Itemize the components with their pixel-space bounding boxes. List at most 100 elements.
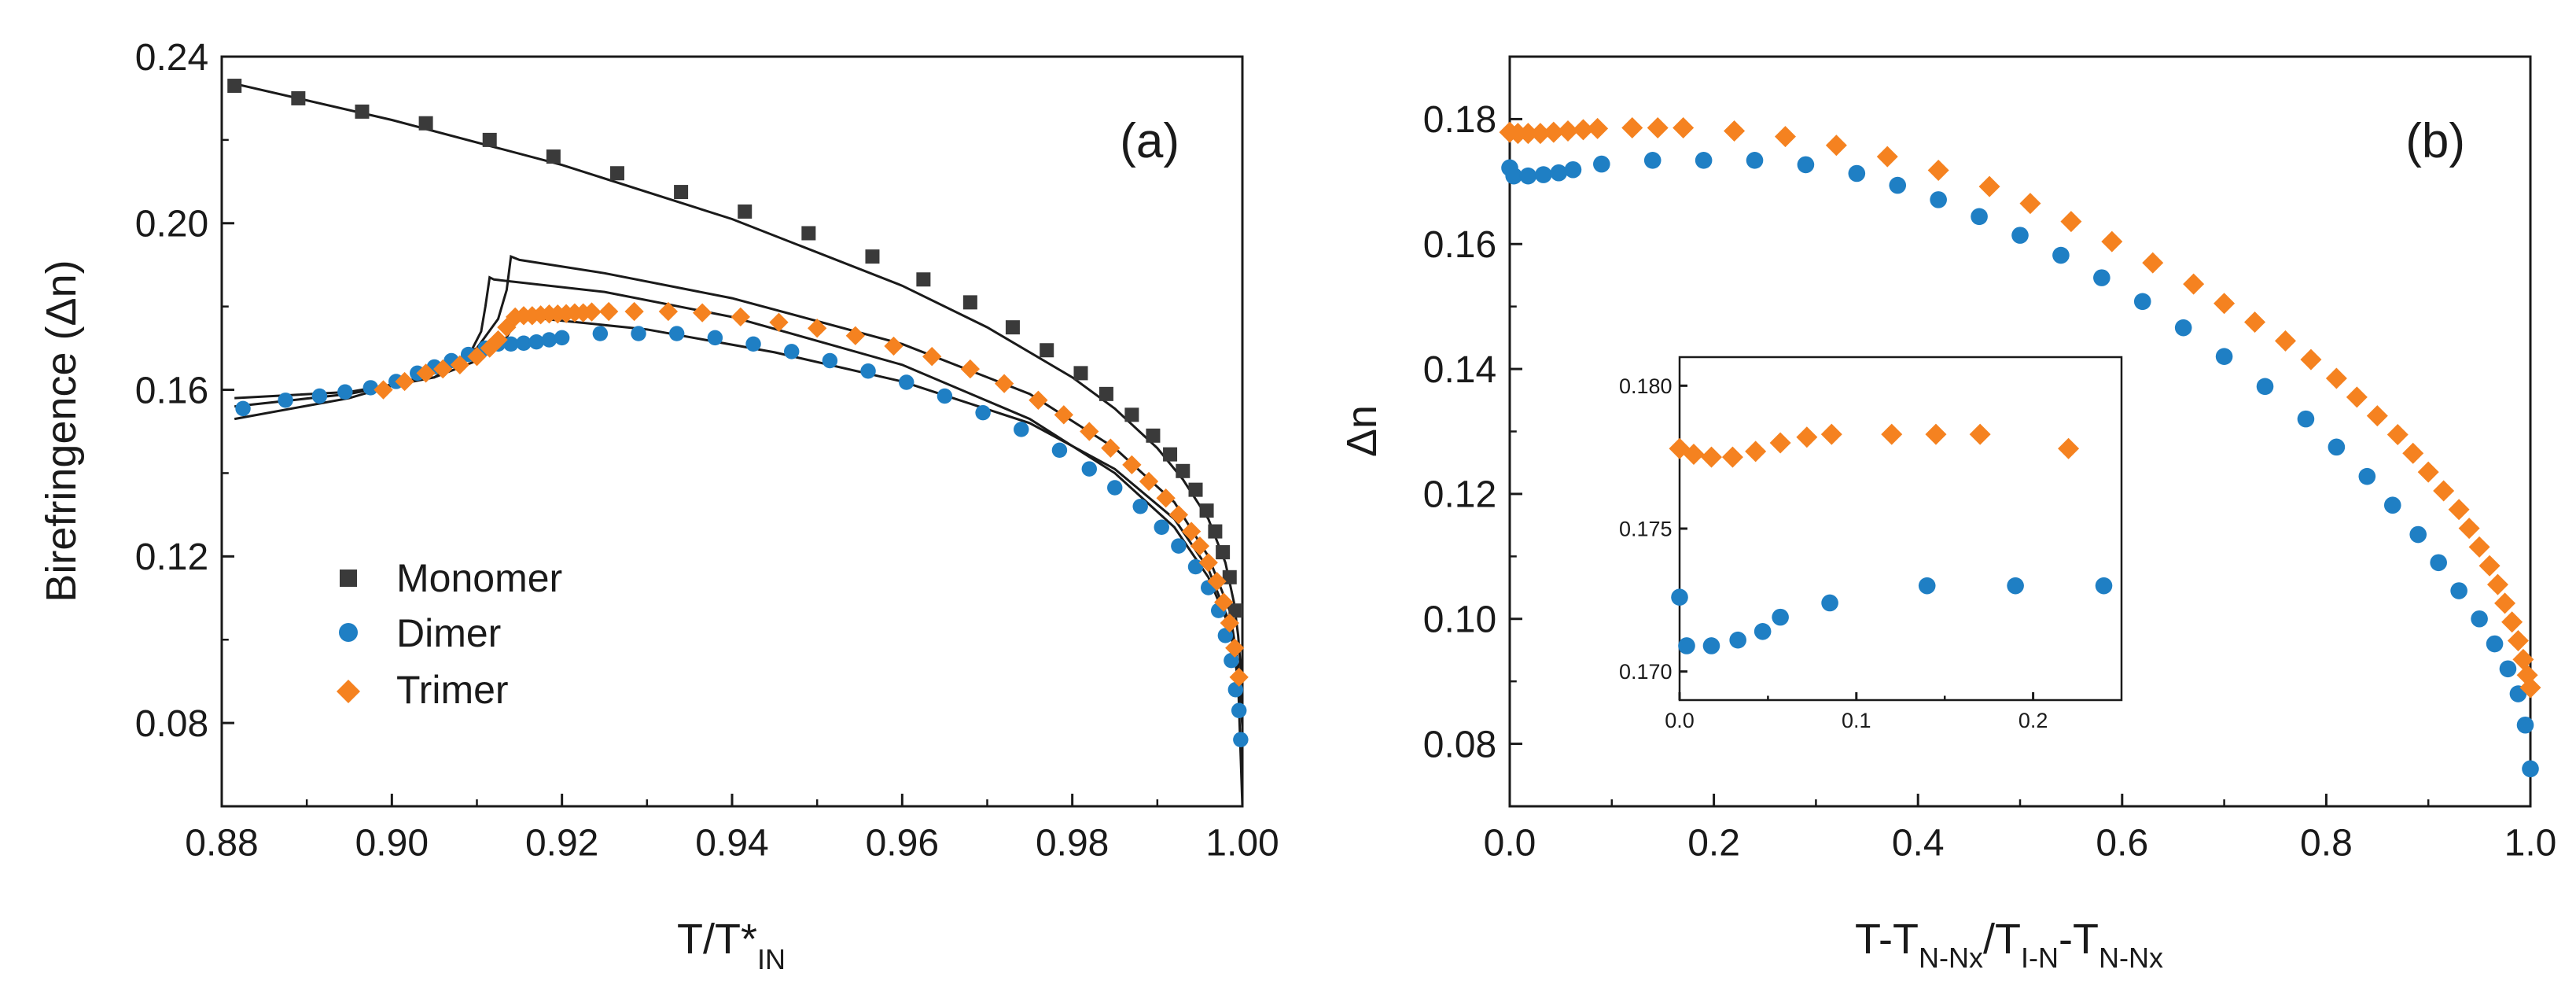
panel-a-monomer-point: [1188, 482, 1203, 497]
panel-a-trimer-point: [1220, 613, 1239, 633]
panel-a-trimer-point: [1207, 571, 1227, 592]
inset-trimer-point: [1721, 446, 1743, 468]
panel-b-dimer-point: [1643, 152, 1662, 169]
panel-b-dimer-point: [1564, 160, 1582, 179]
panel-a-xtick-label: 0.96: [866, 822, 939, 864]
panel-a-trimer-point: [884, 336, 903, 356]
panel-b-trimer-point: [2417, 461, 2439, 483]
panel-a-trimer-point: [506, 307, 525, 327]
panel-b-xlabel-part-3: /T: [1983, 916, 2021, 963]
panel-a-trimer-point: [395, 371, 414, 392]
panel-b-xtick-label: 0.0: [1484, 822, 1536, 864]
panel-b-trimer-point: [1647, 117, 1669, 139]
panel-a-trimer-point: [658, 301, 679, 322]
panel-b-dimer-point: [2297, 410, 2315, 428]
panel-a-monomer-point: [546, 149, 561, 164]
inset-ytick-label: 0.180: [1619, 374, 1673, 398]
panel-a-monomer-point: [865, 249, 880, 264]
panel-a-monomer-point: [1222, 570, 1237, 584]
panel-b-dimer-point: [2522, 760, 2539, 778]
panel-a-ytick-label: 0.16: [135, 370, 208, 411]
panel-b-dimer-point: [1848, 164, 1866, 182]
inset-data-points: [1669, 423, 2113, 654]
panel-a-ticks: 0.88 0.90 0.92 0.94 0.96 0.98 1.00 0.08 0.12 0.16…: [135, 37, 1279, 864]
panel-b-dimer-point: [2133, 293, 2151, 311]
panel-b-trimer-point: [1587, 117, 1609, 139]
panel-a-dimer-point: [899, 374, 914, 390]
panel-b-xtick-label: 0.2: [1687, 822, 1740, 864]
inset-frame: [1678, 356, 2123, 702]
panel-a-trimer-point: [1214, 592, 1234, 612]
panel-a-xtick-label: 0.98: [1036, 822, 1109, 864]
panel-b-trimer-point: [2101, 230, 2123, 253]
panel-a-monomer-point: [1005, 320, 1020, 335]
panel-b-dimer-point: [1535, 166, 1552, 183]
inset-dimer-point: [1918, 577, 1936, 595]
inset-dimer-point: [1821, 594, 1838, 612]
panel-b-dimer-point: [1971, 208, 1988, 226]
panel-a-trimer-point: [808, 319, 827, 338]
inset-trimer-point: [1769, 432, 1791, 454]
panel-b-ticks: 0.0 0.2 0.4 0.6 0.8 1.0 0.08 0.10 0.12 0.14 0.16 0.…: [1423, 99, 2557, 864]
panel-a-dimer-point: [528, 334, 544, 350]
panel-a-ytick-label: 0.20: [135, 204, 208, 245]
panel-a-dimer-point: [1081, 461, 1098, 477]
panel-b-xlabel-part-4: I-N: [2021, 942, 2059, 974]
panel-a-xtick-label: 0.88: [185, 822, 258, 864]
panel-b-trimer-point: [2494, 592, 2516, 614]
inset-dimer-point: [1772, 608, 1789, 626]
legend-monomer-marker: [340, 570, 357, 587]
panel-b-trimer-point: [2512, 648, 2534, 670]
panel-b-dimer-point: [2486, 635, 2504, 653]
panel-b-dimer-point: [1889, 176, 1907, 194]
panel-b-trimer-point: [2519, 676, 2541, 699]
panel-b-trimer-point: [1978, 175, 2000, 197]
panel-b-xtick-label: 0.6: [2096, 822, 2148, 864]
panel-a-dimer-point: [707, 330, 723, 346]
panel-a-trimer-point: [1054, 405, 1073, 425]
inset-trimer-point: [1745, 441, 1767, 463]
panel-b-trimer-point: [2060, 211, 2082, 233]
panel-b-dimer-point: [1797, 156, 1815, 174]
panel-a-monomer-point: [227, 79, 242, 94]
panel-b-inset: 0.0 0.1 0.2 0.170 0.175 0.180: [1619, 356, 2123, 732]
inset-dimer-point: [1729, 631, 1746, 649]
panel-b-trimer-point: [2386, 423, 2409, 445]
inset-dimer-point: [1754, 623, 1772, 640]
panel-a-dimer-point: [541, 332, 558, 348]
panel-b-dimer-point: [2215, 348, 2233, 366]
panel-b-xlabel: T-TN-Nx/TI-N-TN-Nx: [1855, 916, 2163, 974]
panel-a-dimer-point: [592, 326, 609, 341]
panel-b-data-points: [1499, 117, 2541, 778]
panel-b-dimer-point: [2516, 716, 2534, 734]
panel-a-dimer-point: [1233, 732, 1249, 748]
inset-ytick-label: 0.170: [1619, 660, 1673, 684]
panel-b-trimer-point: [1517, 123, 1539, 145]
panel-a-trimer-point: [960, 359, 981, 379]
panel-a-monomer-point: [1228, 603, 1243, 618]
panel-b-dimer-point: [2471, 610, 2488, 628]
panel-b-ylabel: Δn: [1338, 405, 1386, 457]
legend-trimer-label: Trimer: [396, 668, 509, 712]
inset-dimer-point: [2007, 577, 2024, 595]
panel-b-ytick-label: 0.14: [1423, 349, 1496, 391]
panel-b-trimer-point: [1825, 135, 1847, 157]
panel-b-dimer-point: [1550, 164, 1568, 182]
panel-a-trimer-point: [1101, 438, 1121, 458]
panel-b-dimer-point: [2450, 582, 2467, 599]
panel-b-xlabel-part-2: N-Nx: [1919, 942, 1983, 974]
panel-a-dimer-point: [975, 404, 991, 421]
panel-a-monomer-point: [916, 272, 931, 287]
panel-a-legend: Monomer Dimer Trimer: [337, 556, 562, 712]
inset-dimer-point: [1678, 637, 1695, 654]
fit-curve-1: [234, 82, 1244, 690]
panel-a-trimer-point: [1229, 667, 1249, 688]
panel-a-trimer-point: [922, 347, 942, 367]
panel-a-trimer-point: [450, 355, 470, 374]
panel-a-ytick-label: 0.08: [135, 703, 208, 745]
panel-b-trimer-point: [2468, 536, 2490, 558]
panel-a-xtick-label: 0.90: [355, 822, 429, 864]
panel-a-trimer-point: [488, 330, 508, 350]
panel-b-trimer-point: [2448, 499, 2470, 521]
